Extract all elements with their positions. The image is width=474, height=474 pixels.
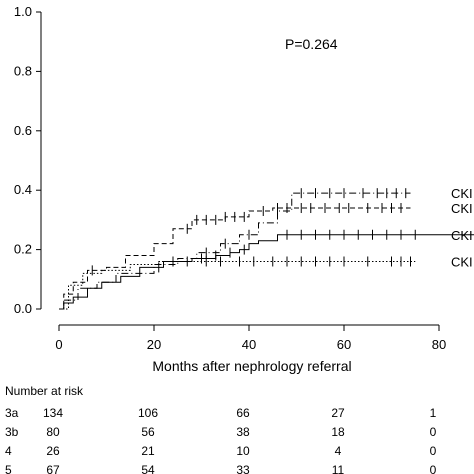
risk-cell: 0 — [430, 444, 437, 458]
risk-cell: 26 — [46, 444, 60, 458]
risk-cell: 80 — [46, 425, 60, 439]
risk-cell: 0 — [430, 463, 437, 474]
series-line — [59, 234, 474, 310]
risk-cell: 4 — [335, 444, 342, 458]
risk-table-title: Number at risk — [5, 384, 84, 398]
risk-cell: 33 — [236, 463, 250, 474]
risk-cell: 38 — [236, 425, 250, 439]
p-value-annotation: P=0.264 — [285, 36, 338, 52]
x-tick-label: 80 — [432, 337, 446, 352]
y-tick-label: 0.2 — [14, 242, 32, 257]
series-line — [59, 260, 416, 310]
risk-cell: 11 — [332, 463, 345, 474]
risk-cell: 134 — [43, 406, 63, 420]
x-axis-label: Months after nephrology referral — [152, 358, 351, 374]
risk-row-label: 3a — [5, 406, 19, 420]
series-line — [59, 192, 411, 310]
legend-label: CKI — [451, 228, 473, 243]
y-tick-label: 0.4 — [14, 182, 32, 197]
risk-cell: 27 — [331, 406, 345, 420]
risk-cell: 1 — [430, 406, 437, 420]
risk-row-label: 5 — [5, 463, 12, 474]
y-tick-label: 1.0 — [14, 4, 32, 19]
risk-cell: 66 — [236, 406, 250, 420]
risk-cell: 54 — [141, 463, 155, 474]
risk-cell: 21 — [141, 444, 155, 458]
risk-cell: 56 — [141, 425, 155, 439]
x-tick-label: 40 — [242, 337, 256, 352]
risk-cell: 10 — [236, 444, 250, 458]
risk-cell: 106 — [138, 406, 158, 420]
axes: 0.0 0.2 0.4 0.6 0.8 1.0 0 20 40 60 80 — [14, 4, 446, 352]
risk-row-label: 4 — [5, 444, 12, 458]
x-tick-label: 0 — [55, 337, 62, 352]
legend-label: CKI — [451, 254, 473, 269]
risk-cell: 67 — [46, 463, 60, 474]
y-tick-label: 0.6 — [14, 123, 32, 138]
y-tick-label: 0.8 — [14, 63, 32, 78]
series-layer — [59, 188, 474, 310]
risk-cell: 18 — [331, 425, 345, 439]
y-tick-label: 0.0 — [14, 301, 32, 316]
legend-label: CKI — [451, 186, 473, 201]
legend-label: CKI — [451, 201, 473, 216]
risk-table: 3a 134 106 66 27 1 3b 80 56 38 18 0 4 26 21 10 4 0 5 67 54 33… — [5, 406, 437, 474]
x-tick-label: 20 — [147, 337, 161, 352]
risk-cell: 0 — [430, 425, 437, 439]
x-tick-label: 60 — [337, 337, 351, 352]
series-line — [59, 207, 411, 310]
risk-row-label: 3b — [5, 425, 19, 439]
